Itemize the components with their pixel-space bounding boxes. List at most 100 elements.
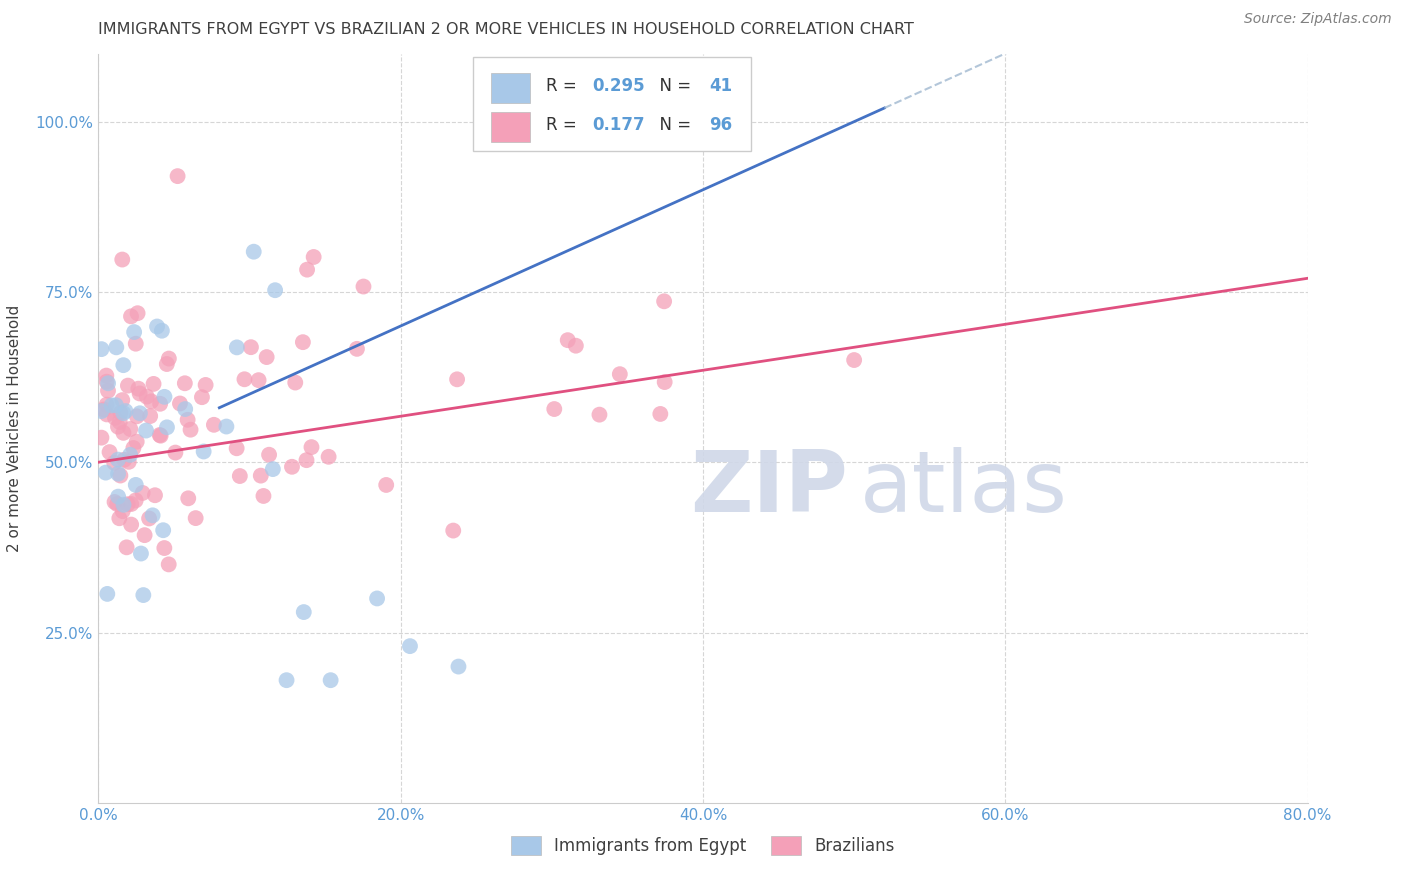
Point [107,467,129,481]
Point [93,402,115,417]
Point [141,394,163,409]
Point [229,469,252,483]
Point [215,419,238,434]
Y-axis label: 2 or more Vehicles in Household: 2 or more Vehicles in Household [7,304,21,552]
Point [844,353,866,368]
Point [353,279,375,293]
Point [149,428,172,442]
Point [565,339,588,353]
Point [112,452,135,467]
Point [135,424,157,438]
Point [110,468,132,483]
Text: N =: N = [648,78,696,95]
Point [284,376,307,390]
Point [94,466,117,480]
Point [156,420,179,434]
Text: atlas: atlas [860,447,1069,530]
Point [302,250,325,264]
Point [120,310,142,324]
Point [239,340,262,354]
Point [112,425,135,440]
Point [609,367,631,381]
Text: Source: ZipAtlas.com: Source: ZipAtlas.com [1244,12,1392,26]
Point [233,372,256,386]
Point [375,478,398,492]
Point [96,587,118,601]
Point [165,445,187,459]
Point [111,393,134,408]
Point [142,508,165,523]
Point [103,495,125,509]
Point [295,262,318,277]
Point [138,511,160,525]
Point [104,398,127,412]
Point [295,453,318,467]
Text: 0.177: 0.177 [592,116,644,135]
Point [125,434,148,449]
Point [153,541,176,555]
Point [166,169,188,183]
Point [108,415,131,429]
Point [142,376,165,391]
Point [127,382,149,396]
Point [112,406,135,420]
Point [107,490,129,504]
Point [441,524,464,538]
Point [120,497,142,511]
Point [120,448,142,462]
Point [125,409,148,424]
Point [129,547,152,561]
Point [135,390,157,404]
FancyBboxPatch shape [492,112,530,142]
Point [103,456,125,470]
Point [114,404,136,418]
Point [191,390,214,404]
Point [98,445,121,459]
Point [252,489,274,503]
Point [149,428,172,442]
Point [132,588,155,602]
Point [262,462,284,476]
Point [90,342,112,356]
Point [193,444,215,458]
Text: 96: 96 [709,116,733,135]
Point [654,375,676,389]
Point [128,386,150,401]
Point [249,468,271,483]
Point [650,407,672,421]
Point [96,368,118,383]
Point [107,452,129,467]
Text: R =: R = [546,78,582,95]
Point [319,673,342,688]
Point [96,408,118,422]
Point [124,493,146,508]
Point [301,440,323,454]
Point [153,390,176,404]
Point [122,325,145,339]
Point [131,486,153,500]
Point [174,402,197,417]
Point [122,441,145,455]
Point [169,396,191,410]
Point [256,350,278,364]
Point [180,423,202,437]
Point [276,673,298,688]
Point [120,517,142,532]
Point [292,605,315,619]
Point [115,541,138,555]
Point [157,351,180,366]
Point [157,558,180,572]
FancyBboxPatch shape [474,57,751,151]
Point [447,659,470,673]
Point [194,378,217,392]
Point [96,375,118,389]
Point [97,384,120,398]
Point [97,376,120,391]
Point [173,376,195,391]
Point [149,397,172,411]
Point [111,252,134,267]
Point [100,399,122,413]
Point [143,488,166,502]
Text: IMMIGRANTS FROM EGYPT VS BRAZILIAN 2 OR MORE VEHICLES IN HOUSEHOLD CORRELATION C: IMMIGRANTS FROM EGYPT VS BRAZILIAN 2 OR … [98,22,914,37]
Point [125,478,148,492]
